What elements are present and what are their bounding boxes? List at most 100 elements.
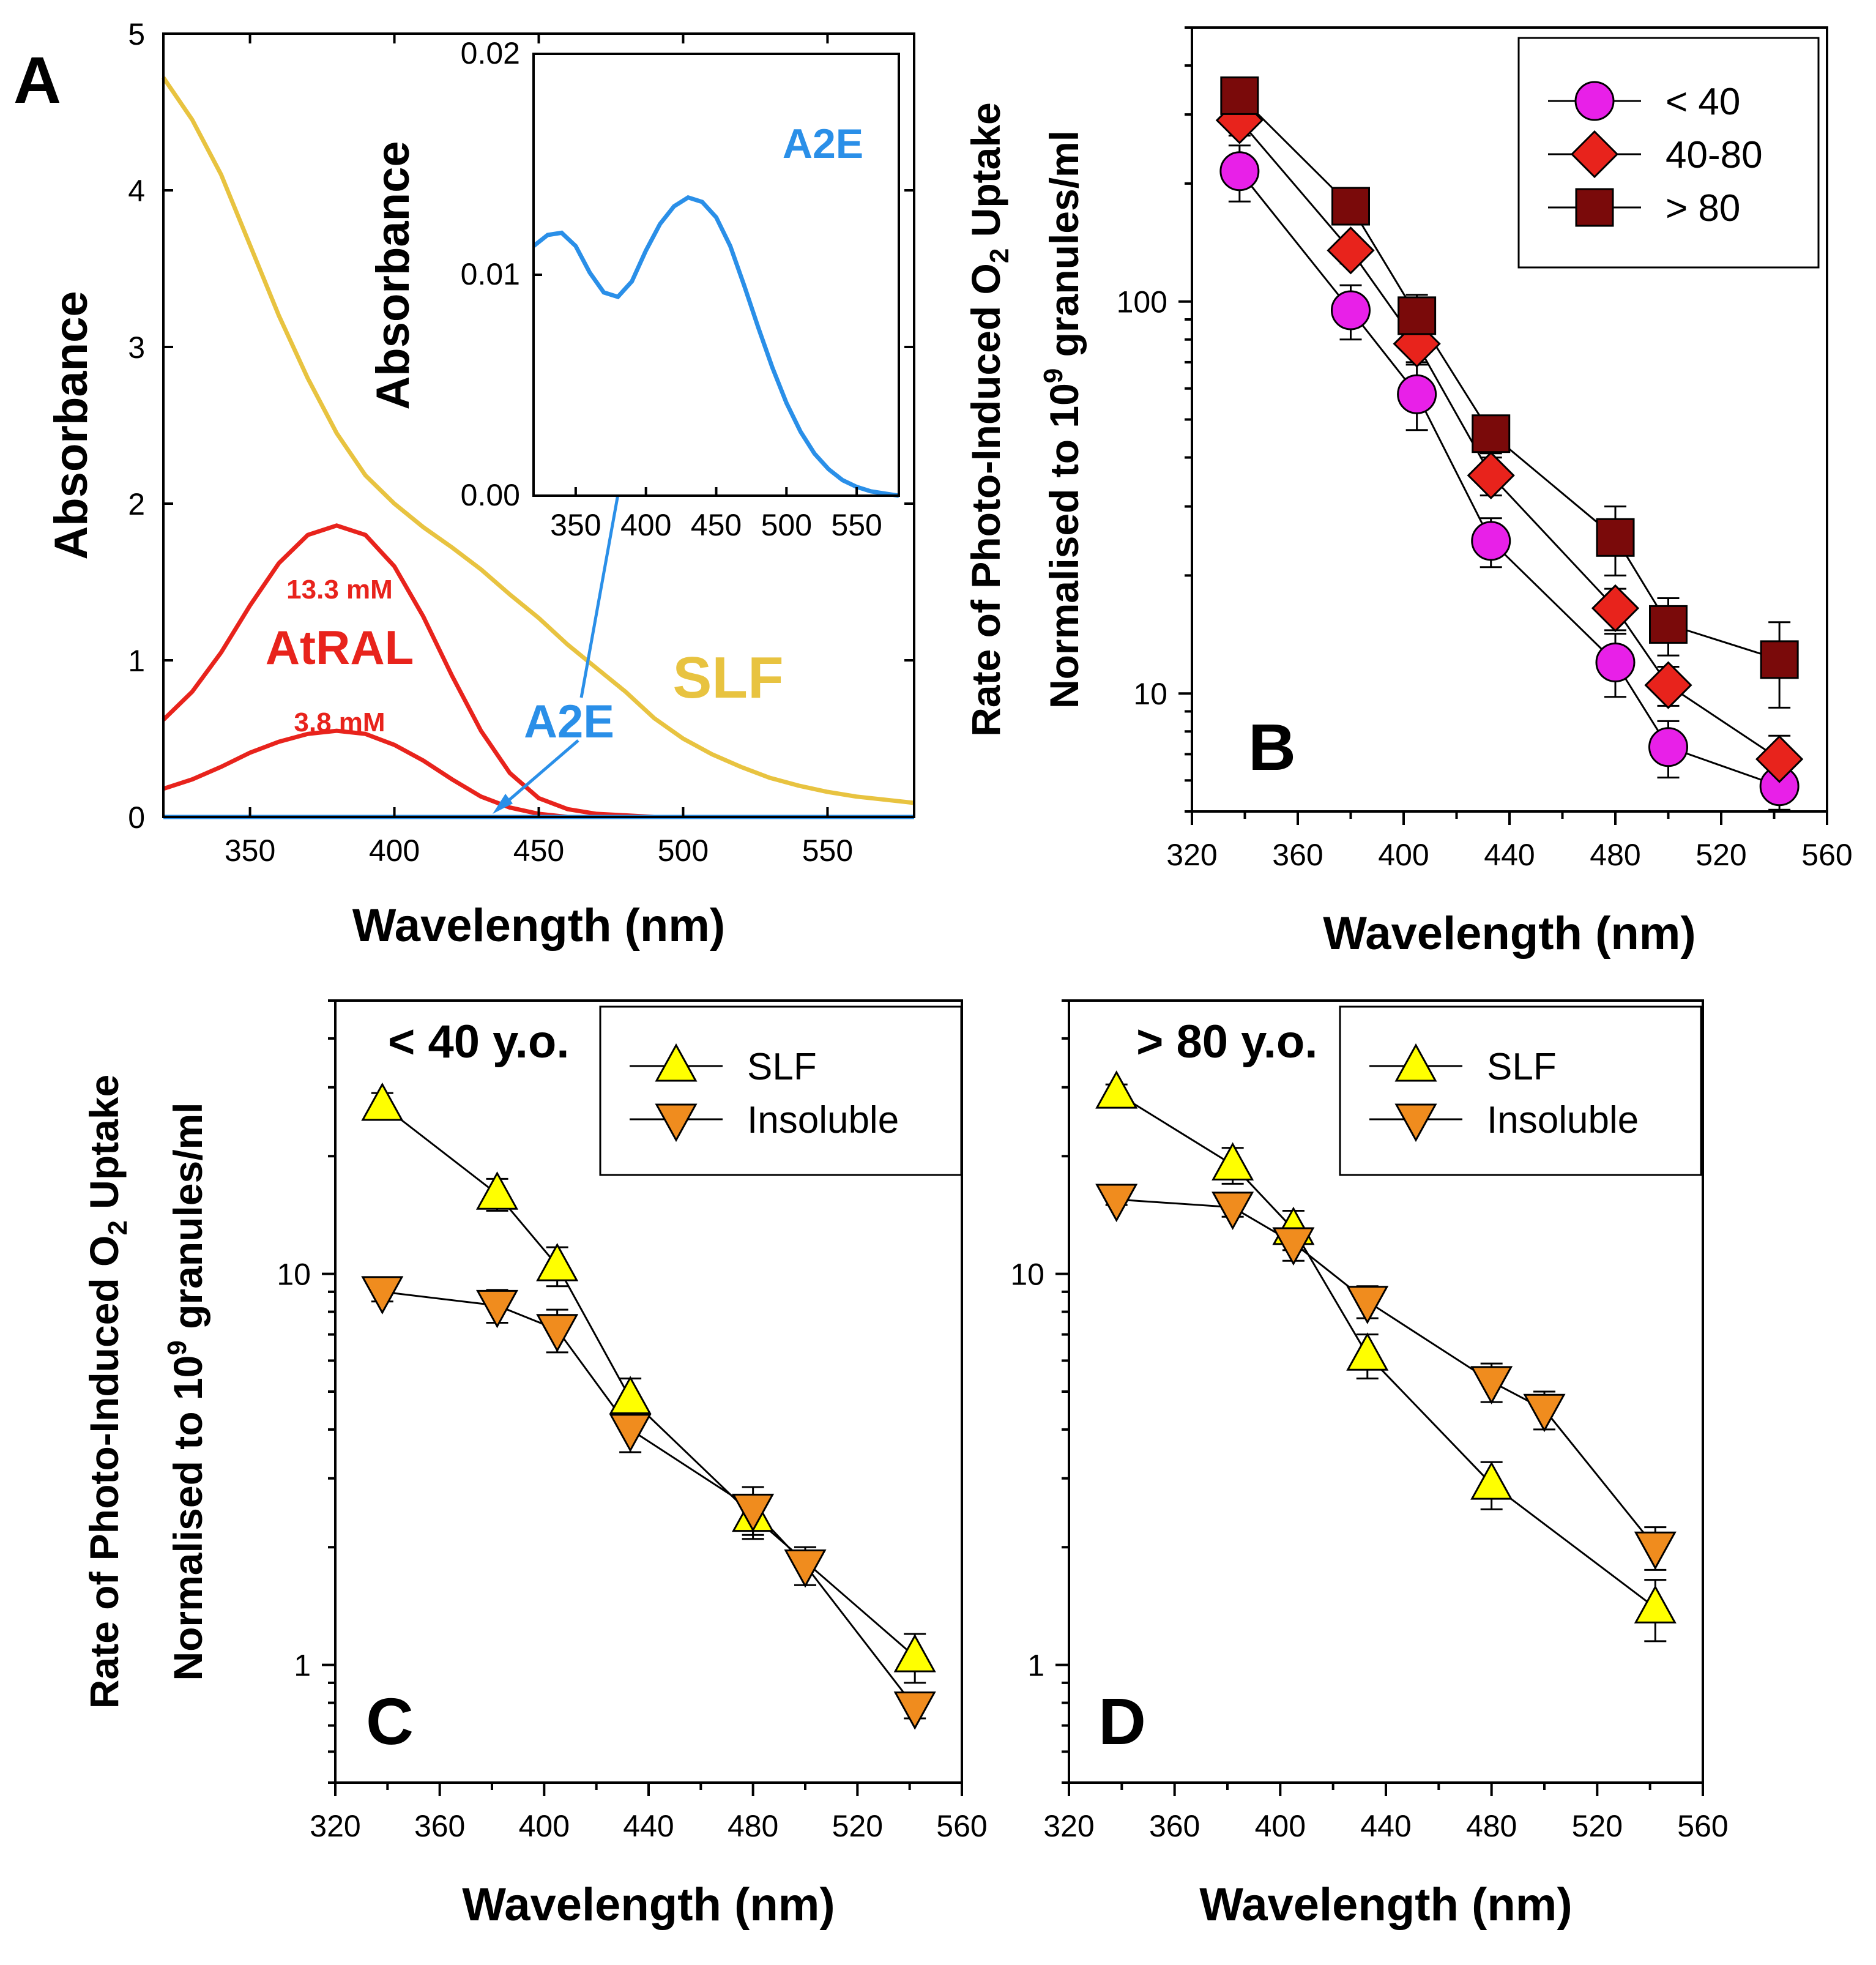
x-tick-label-d: 400 [1255,1809,1306,1843]
y-tick-label-b: 10 [1133,677,1167,711]
panel-label-d: D [1098,1684,1146,1758]
data-point-b-1 [1327,226,1375,275]
data-point-d-1 [1212,1191,1254,1230]
y-label-superscript-b: 9 [1038,368,1068,383]
legend-label-d-1: Insoluble [1487,1099,1639,1141]
y-tick-label-a: 4 [128,174,145,208]
inset-x-tick-label: 500 [761,508,812,542]
data-point-d-1 [1634,1531,1677,1570]
arrow-head-a2e-down [493,794,513,814]
y-tick-label-a: 3 [128,330,145,365]
legend-box-b [1517,37,1820,269]
x-tick-label-b: 560 [1801,838,1852,872]
x-tick-label-d: 480 [1466,1809,1517,1843]
y-tick-label-a: 0 [128,800,145,835]
x-tick-label-c: 440 [623,1809,674,1843]
x-tick-label-c: 520 [832,1809,883,1843]
panel-label-a: A [13,43,61,117]
x-tick-label-c: 400 [519,1809,570,1843]
x-tick-label-d: 520 [1572,1809,1623,1843]
data-point-b-0 [1471,521,1511,561]
y-tick-label-d: 1 [1027,1649,1044,1683]
panel-d: 320 360 400 440 480 520 560 1 10 SLF Insoluble D > 8… [1010,999,1729,1931]
y-tick-label-c: 1 [294,1649,311,1683]
y-tick-label-d: 10 [1010,1258,1044,1292]
y-tick-label-a: 5 [128,17,145,51]
legend-marker-b-2 [1575,188,1614,227]
y-tick-label-c: 10 [277,1258,311,1292]
arrow-a2e-down [497,739,579,810]
panel-c: 320 360 400 440 480 520 560 1 10 SLF Insoluble C < 4… [81,999,988,1931]
panel-label-c: C [366,1684,414,1758]
legend-box-d [1339,1005,1702,1176]
inset-y-axis-label: Absorbance [367,141,419,409]
data-point-d-0 [1470,1461,1513,1500]
x-tick-label-b: 480 [1590,838,1640,872]
panel-label-b: B [1248,710,1296,784]
inset-y-tick-label: 0.00 [461,478,520,512]
annotation-13-3-mm: 13.3 mM [286,575,393,605]
x-tick-label-a: 550 [802,833,853,868]
data-point-b-0 [1648,727,1688,767]
data-point-c-0 [893,1633,936,1672]
x-tick-label-b: 320 [1166,838,1217,872]
x-tick-label-a: 350 [225,833,275,868]
legend-label-d-0: SLF [1487,1046,1557,1088]
annotation-slf: SLF [672,645,783,710]
data-point-c-1 [732,1493,775,1532]
data-point-c-1 [475,1289,519,1329]
legend-marker-b-1 [1570,130,1619,179]
legend-marker-c-1 [655,1103,698,1143]
x-axis-label-d: Wavelength (nm) [1199,1879,1572,1931]
x-tick-label-a: 450 [513,833,564,868]
x-tick-label-c: 320 [310,1809,360,1843]
x-axis-label-a: Wavelength (nm) [352,900,725,952]
data-point-c-0 [536,1242,579,1281]
x-tick-label-d: 560 [1677,1809,1728,1843]
x-axis-label-b: Wavelength (nm) [1323,908,1695,960]
x-tick-label-a: 500 [658,833,709,868]
data-point-d-0 [1095,1070,1138,1109]
legend-marker-c-0 [655,1043,698,1082]
data-point-b-1 [1467,451,1515,499]
y-label-subscript-b: 2 [985,248,1014,263]
data-point-d-1 [1095,1184,1138,1223]
data-point-b-0 [1331,290,1371,330]
y-label-text-c: Rate of Photo-Induced O [81,1236,127,1709]
y-label-tail-b: Uptake [963,102,1008,248]
inset-y-tick-label: 0.01 [461,257,520,291]
data-point-d-1 [1346,1286,1389,1324]
inset-x-tick-label: 350 [550,508,601,542]
legend-label-b-1: 40-80 [1666,134,1763,176]
data-point-b-2 [1760,640,1799,679]
inset-background [534,54,899,496]
legend-marker-d-1 [1394,1103,1437,1143]
data-point-b-0 [1595,642,1636,682]
y-axis-label-a: Absorbance [45,291,97,559]
data-point-d-1 [1272,1227,1315,1266]
y-label-text-b: Normalised to 10 [1041,383,1087,709]
y-label-tail-b: granules/ml [1041,130,1087,368]
y-tick-label-a: 2 [128,487,145,521]
data-point-c-1 [361,1276,404,1314]
panel-title-d: > 80 y.o. [1136,1016,1317,1068]
data-point-b-2 [1596,518,1635,557]
panel-a: A 350 400 450 500 550 0 1 2 3 4 5 Wavelength (nm) Abs… [13,17,915,952]
inset-y-tick-label: 0.02 [461,36,520,70]
panel-title-c: < 40 y.o. [388,1016,569,1068]
x-tick-label-d: 360 [1149,1809,1200,1843]
data-point-c-0 [361,1082,404,1121]
legend-label-b-0: < 40 [1666,81,1740,123]
inset-x-tick-label: 450 [691,508,742,542]
data-point-d-0 [1212,1142,1254,1181]
data-point-b-1 [1591,584,1640,633]
y-tick-label-b: 100 [1117,285,1167,319]
data-point-b-0 [1397,374,1437,414]
y-axis-label-line2-c: Normalised to 109 granules/ml [162,1102,210,1680]
data-point-b-2 [1331,187,1370,226]
series-line-a-1 [162,523,655,819]
inset-x-tick-label: 550 [831,508,882,542]
data-point-d-1 [1523,1393,1566,1433]
